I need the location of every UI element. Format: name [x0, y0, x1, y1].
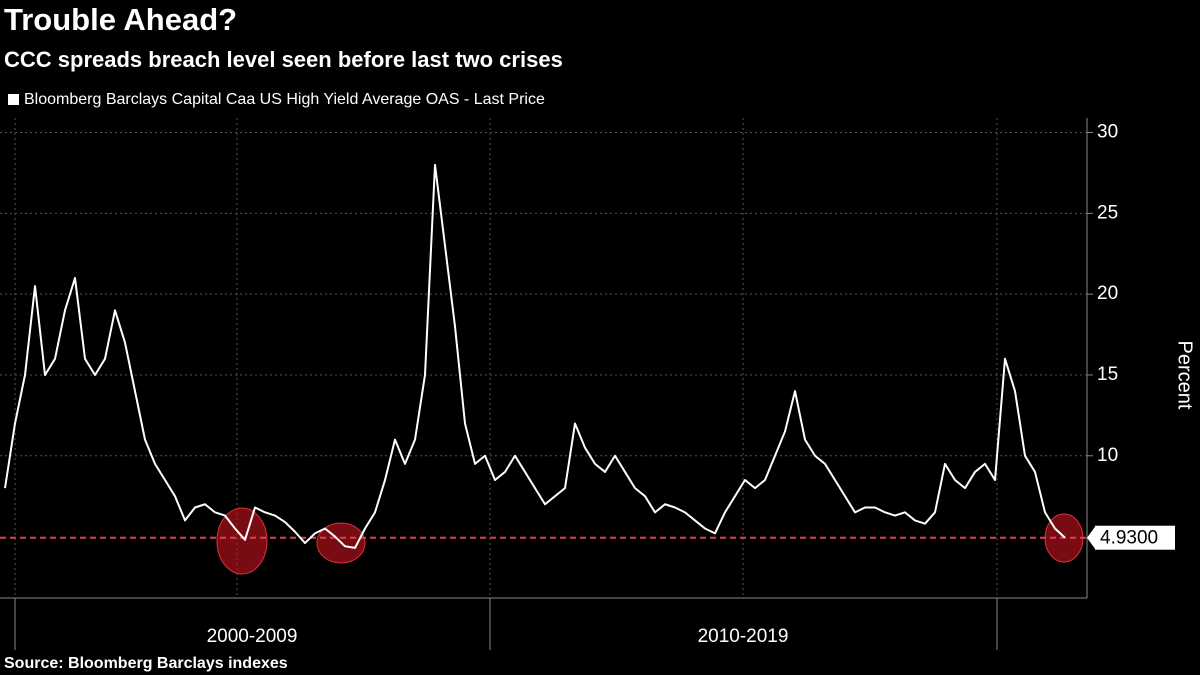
highlight-circle	[216, 507, 268, 575]
series-line	[4, 163, 1066, 549]
y-axis-label: Percent	[1174, 341, 1196, 410]
reference-pointer	[1087, 526, 1095, 549]
source: Source: Bloomberg Barclays indexes	[4, 655, 288, 672]
y-tick-label: 25	[1097, 202, 1118, 223]
x-axis	[0, 118, 1088, 650]
reference-box	[1095, 525, 1175, 550]
reference-label: 4.9300	[1100, 528, 1158, 549]
chart-subtitle: CCC spreads breach level seen before las…	[4, 47, 563, 72]
chart-title: Trouble Ahead?	[4, 2, 237, 37]
y-tick-label: 15	[1097, 364, 1118, 385]
legend-swatch	[8, 94, 19, 105]
y-tick-label: 10	[1097, 445, 1118, 466]
y-tick-label: 30	[1097, 122, 1118, 143]
y-tick-label: 20	[1097, 283, 1118, 304]
x-period-label: 2000-2009	[207, 626, 298, 647]
x-period-label: 2010-2019	[698, 626, 789, 647]
vertical-grid	[14, 118, 998, 598]
legend-label: Bloomberg Barclays Capital Caa US High Y…	[24, 91, 545, 108]
